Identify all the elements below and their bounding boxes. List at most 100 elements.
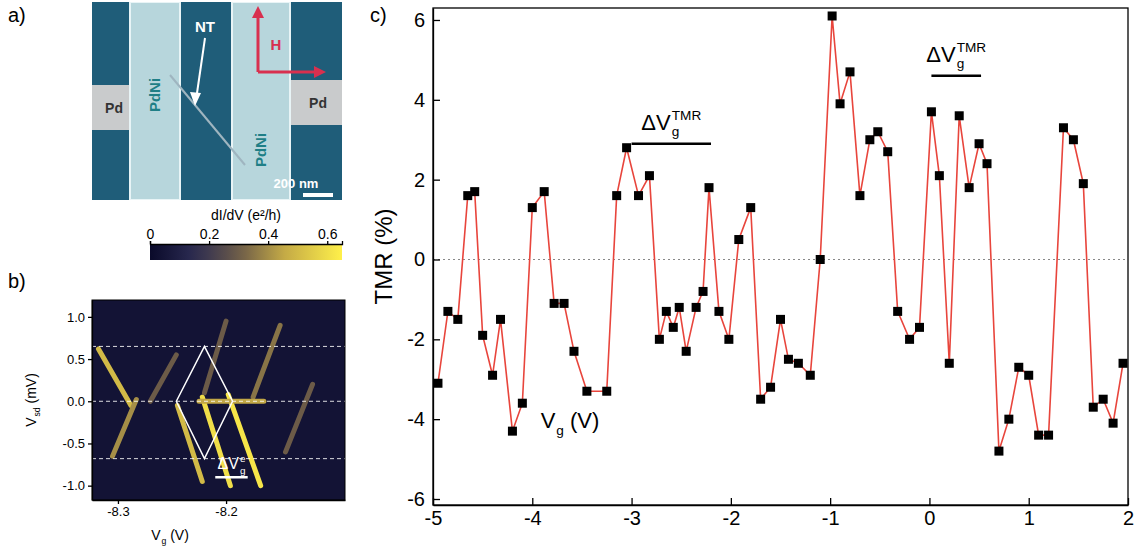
tick-mark xyxy=(88,401,92,402)
label: ΔVge xyxy=(218,453,246,476)
data-point xyxy=(682,347,691,356)
data-point xyxy=(662,307,671,316)
heatmap-background xyxy=(92,300,345,500)
label-text: V xyxy=(23,417,39,427)
heatmap-area xyxy=(92,300,345,500)
label-body: 200 nm xyxy=(274,176,319,191)
data-point xyxy=(433,379,442,388)
reference-line xyxy=(433,259,1128,260)
tick: -4 xyxy=(524,498,542,529)
ridge xyxy=(98,349,130,406)
ridge xyxy=(286,384,313,452)
label-text: H xyxy=(271,36,282,53)
data-point xyxy=(983,159,992,168)
ridge xyxy=(150,355,176,401)
tick: -2 xyxy=(722,498,740,529)
plot-area xyxy=(433,11,1128,455)
data-point xyxy=(602,387,611,396)
nanotube xyxy=(170,75,245,165)
dashed-line xyxy=(92,401,345,402)
label-text: (V) xyxy=(166,527,189,543)
tick-label: 0.6 xyxy=(318,226,338,242)
data-point xyxy=(1099,395,1108,404)
tick-label: -2 xyxy=(407,328,425,350)
data-point xyxy=(955,111,964,120)
tick: 1 xyxy=(1024,498,1035,529)
tick: -6 xyxy=(407,488,440,510)
tick-mark xyxy=(433,100,440,101)
data-point xyxy=(935,171,944,180)
tick-label: -0.5 xyxy=(63,436,85,451)
label-text: V xyxy=(541,408,556,433)
tick-mark xyxy=(433,180,440,181)
label-text: e xyxy=(240,453,246,464)
tick: 2 xyxy=(1123,498,1134,529)
data-point xyxy=(994,447,1003,456)
axis-line xyxy=(92,301,93,501)
data-point xyxy=(550,299,559,308)
label: dI/dV (e²/h) xyxy=(211,207,281,223)
data-point xyxy=(724,335,733,344)
tick-label: 2 xyxy=(414,169,425,191)
label-text: (mV) xyxy=(23,373,39,407)
axis-line xyxy=(93,500,346,501)
label-text: sd xyxy=(32,407,42,416)
data-point xyxy=(1034,431,1043,440)
tick: 0.5 xyxy=(67,352,92,367)
label-body: a) xyxy=(8,4,26,26)
coulomb-diamond xyxy=(176,346,232,458)
label-body: b) xyxy=(8,270,26,292)
label-text: ΔV xyxy=(218,455,240,472)
data-point xyxy=(855,191,864,200)
data-point xyxy=(655,335,664,344)
tick-mark xyxy=(929,498,930,505)
pd-contact xyxy=(288,80,342,125)
data-point xyxy=(828,11,837,20)
tick-mark xyxy=(731,498,732,505)
data-point xyxy=(699,287,708,296)
substrate xyxy=(92,2,342,200)
data-point xyxy=(488,371,497,380)
data-point xyxy=(1109,419,1118,428)
arrow-head xyxy=(252,6,264,18)
tick-label: -5 xyxy=(425,507,443,529)
data-point xyxy=(883,147,892,156)
label-text: Pd xyxy=(105,100,123,116)
label-text: g xyxy=(240,465,246,476)
data-point xyxy=(622,143,631,152)
tick-label: -4 xyxy=(407,408,425,430)
annotation-bar xyxy=(931,75,981,78)
tick: -3 xyxy=(623,498,641,529)
data-point xyxy=(540,187,549,196)
label-text: ΔV xyxy=(641,110,671,135)
annotation-bar xyxy=(215,476,247,479)
data-point xyxy=(965,183,974,192)
arrow-head xyxy=(190,92,201,106)
data-point xyxy=(915,323,924,332)
data-point xyxy=(1004,415,1013,424)
label: ΔVgTMR xyxy=(926,40,986,72)
tick-label: 0 xyxy=(924,507,935,529)
label-body: ΔVge xyxy=(218,453,246,476)
data-point xyxy=(1059,123,1068,132)
label: Pd xyxy=(105,100,123,116)
data-point xyxy=(528,203,537,212)
data-point xyxy=(975,139,984,148)
data-point xyxy=(478,331,487,340)
annotation-bar xyxy=(632,142,711,145)
tick-mark xyxy=(88,486,92,487)
data-point xyxy=(816,255,825,264)
label: b) xyxy=(8,270,26,292)
field-arrow xyxy=(257,14,260,72)
ridge xyxy=(177,405,202,481)
colorbar-axis: 00.20.40.6 xyxy=(147,226,343,245)
tick-label: -3 xyxy=(623,507,641,529)
label-text: TMR xyxy=(672,108,702,123)
label-text: ΔV xyxy=(926,42,956,67)
data-point xyxy=(675,303,684,312)
data-point xyxy=(634,191,643,200)
frame xyxy=(433,8,1128,505)
tick-label: 4 xyxy=(414,89,425,111)
tick-label: 1.0 xyxy=(67,310,85,325)
data-point xyxy=(1014,363,1023,372)
